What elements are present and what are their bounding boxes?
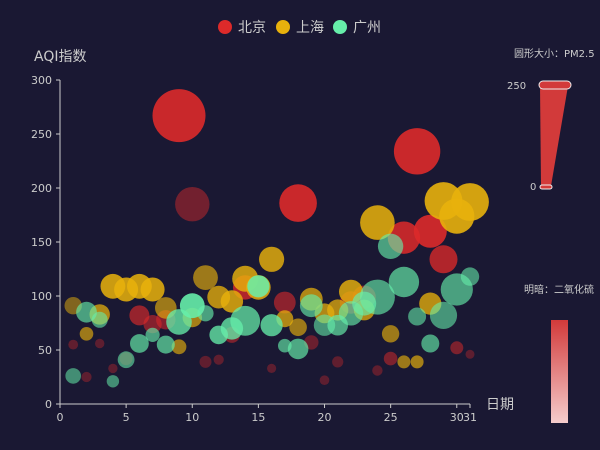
bubble-point[interactable] xyxy=(289,318,307,337)
x-axis-title: 日期 xyxy=(486,397,514,413)
legend-label-shanghai: 上海 xyxy=(296,20,324,36)
bubble-point[interactable] xyxy=(388,266,420,298)
bubble-point[interactable] xyxy=(108,363,118,374)
bubble-point[interactable] xyxy=(197,305,214,322)
bubble-point[interactable] xyxy=(156,335,175,354)
bubble-point[interactable] xyxy=(359,279,395,315)
bubble-point[interactable] xyxy=(408,307,427,326)
bubble-point[interactable] xyxy=(260,314,283,337)
bubble-point[interactable] xyxy=(81,371,92,383)
bubble-point[interactable] xyxy=(76,301,97,323)
bubble-point[interactable] xyxy=(199,355,212,368)
bubble-point[interactable] xyxy=(450,341,464,355)
legend-item-guangzhou[interactable]: 广州 xyxy=(333,20,381,36)
series-广州 xyxy=(65,233,480,388)
size-visual-map-bottom-handle[interactable] xyxy=(539,184,553,190)
bubble-point[interactable] xyxy=(397,355,411,369)
bubble-point[interactable] xyxy=(383,351,398,366)
y-tick-label: 100 xyxy=(31,290,52,303)
size-visual-map-min: 0 xyxy=(530,182,536,193)
x-tick-label: 0 xyxy=(57,411,64,424)
opacity-visual-map-label: 明暗：二氧化硫 xyxy=(524,283,594,296)
bubble-point[interactable] xyxy=(299,294,323,318)
opacity-visual-map-bar[interactable] xyxy=(551,320,568,423)
x-tick-label: 5 xyxy=(123,411,130,424)
y-axis: 0 50 100 150 200 250 300 xyxy=(31,74,61,411)
y-axis-title: AQI指数 xyxy=(34,49,86,65)
y-tick-label: 0 xyxy=(45,398,52,411)
x-tick-label: 15 xyxy=(251,411,265,424)
y-tick-label: 50 xyxy=(38,344,52,357)
bubble-point[interactable] xyxy=(360,205,395,240)
legend-item-shanghai[interactable]: 上海 xyxy=(276,20,324,36)
y-tick-label: 200 xyxy=(31,182,52,195)
bubble-point[interactable] xyxy=(130,334,149,353)
legend-label-guangzhou: 广州 xyxy=(353,20,381,36)
bubble-point[interactable] xyxy=(332,356,344,368)
legend-marker-guangzhou xyxy=(333,20,347,34)
bubble-point[interactable] xyxy=(68,339,79,350)
legend-item-beijing[interactable]: 北京 xyxy=(218,20,266,36)
bubble-point[interactable] xyxy=(193,265,218,290)
size-visual-map-bar xyxy=(540,86,568,186)
x-tick-label: 25 xyxy=(384,411,398,424)
bubble-point[interactable] xyxy=(393,128,441,175)
y-tick-label: 250 xyxy=(31,128,52,141)
series-北京 xyxy=(68,89,475,386)
legend[interactable]: 北京 上海 广州 xyxy=(218,20,381,36)
bubble-point[interactable] xyxy=(175,187,210,222)
size-visual-map-label: 圆形大小：PM2.5 xyxy=(514,47,595,60)
x-tick-label: 30 xyxy=(450,411,464,424)
bubble-point[interactable] xyxy=(95,338,105,349)
bubble-point[interactable] xyxy=(413,214,447,248)
bubble-layer xyxy=(64,89,489,388)
bubble-point[interactable] xyxy=(213,354,224,365)
bubble-point[interactable] xyxy=(247,275,270,298)
bubble-point[interactable] xyxy=(152,89,206,143)
legend-marker-shanghai xyxy=(276,20,290,34)
x-axis: 0 5 10 15 20 25 30 31 xyxy=(57,403,477,424)
size-visual-map[interactable]: 圆形大小：PM2.5 250 0 xyxy=(507,47,595,193)
y-tick-label: 150 xyxy=(31,236,52,249)
bubble-point[interactable] xyxy=(79,327,94,341)
legend-marker-beijing xyxy=(218,20,232,34)
bubble-point[interactable] xyxy=(230,305,261,336)
bubble-point[interactable] xyxy=(273,291,296,314)
bubble-point[interactable] xyxy=(381,325,400,343)
bubble-point[interactable] xyxy=(91,311,108,328)
bubble-point[interactable] xyxy=(465,349,475,359)
bubble-point[interactable] xyxy=(259,246,285,272)
bubble-point[interactable] xyxy=(429,245,458,274)
legend-label-beijing: 北京 xyxy=(238,20,266,36)
bubble-point[interactable] xyxy=(106,375,120,388)
x-tick-label: 10 xyxy=(185,411,199,424)
bubble-point[interactable] xyxy=(410,355,424,369)
bubble-point[interactable] xyxy=(140,277,165,302)
y-tick-label: 300 xyxy=(31,74,52,87)
opacity-visual-map[interactable]: 明暗：二氧化硫 xyxy=(524,283,594,423)
bubble-point[interactable] xyxy=(372,365,383,376)
bubble-point[interactable] xyxy=(65,368,81,384)
bubble-point[interactable] xyxy=(421,334,440,353)
bubble-point[interactable] xyxy=(451,183,489,221)
bubble-point[interactable] xyxy=(117,351,135,369)
size-visual-map-top-handle[interactable] xyxy=(538,80,572,90)
bubble-point[interactable] xyxy=(220,290,244,313)
x-tick-label: 31 xyxy=(463,411,477,424)
bubble-point[interactable] xyxy=(171,339,187,355)
bubble-point[interactable] xyxy=(267,363,277,373)
x-tick-label: 20 xyxy=(318,411,332,424)
bubble-point[interactable] xyxy=(145,327,160,342)
bubble-point[interactable] xyxy=(460,267,480,286)
bubble-point[interactable] xyxy=(319,375,330,386)
bubble-point[interactable] xyxy=(377,233,404,259)
size-visual-map-max: 250 xyxy=(507,81,526,92)
bubble-point[interactable] xyxy=(279,184,317,222)
bubble-point[interactable] xyxy=(287,338,309,360)
bubble-point[interactable] xyxy=(429,301,458,329)
